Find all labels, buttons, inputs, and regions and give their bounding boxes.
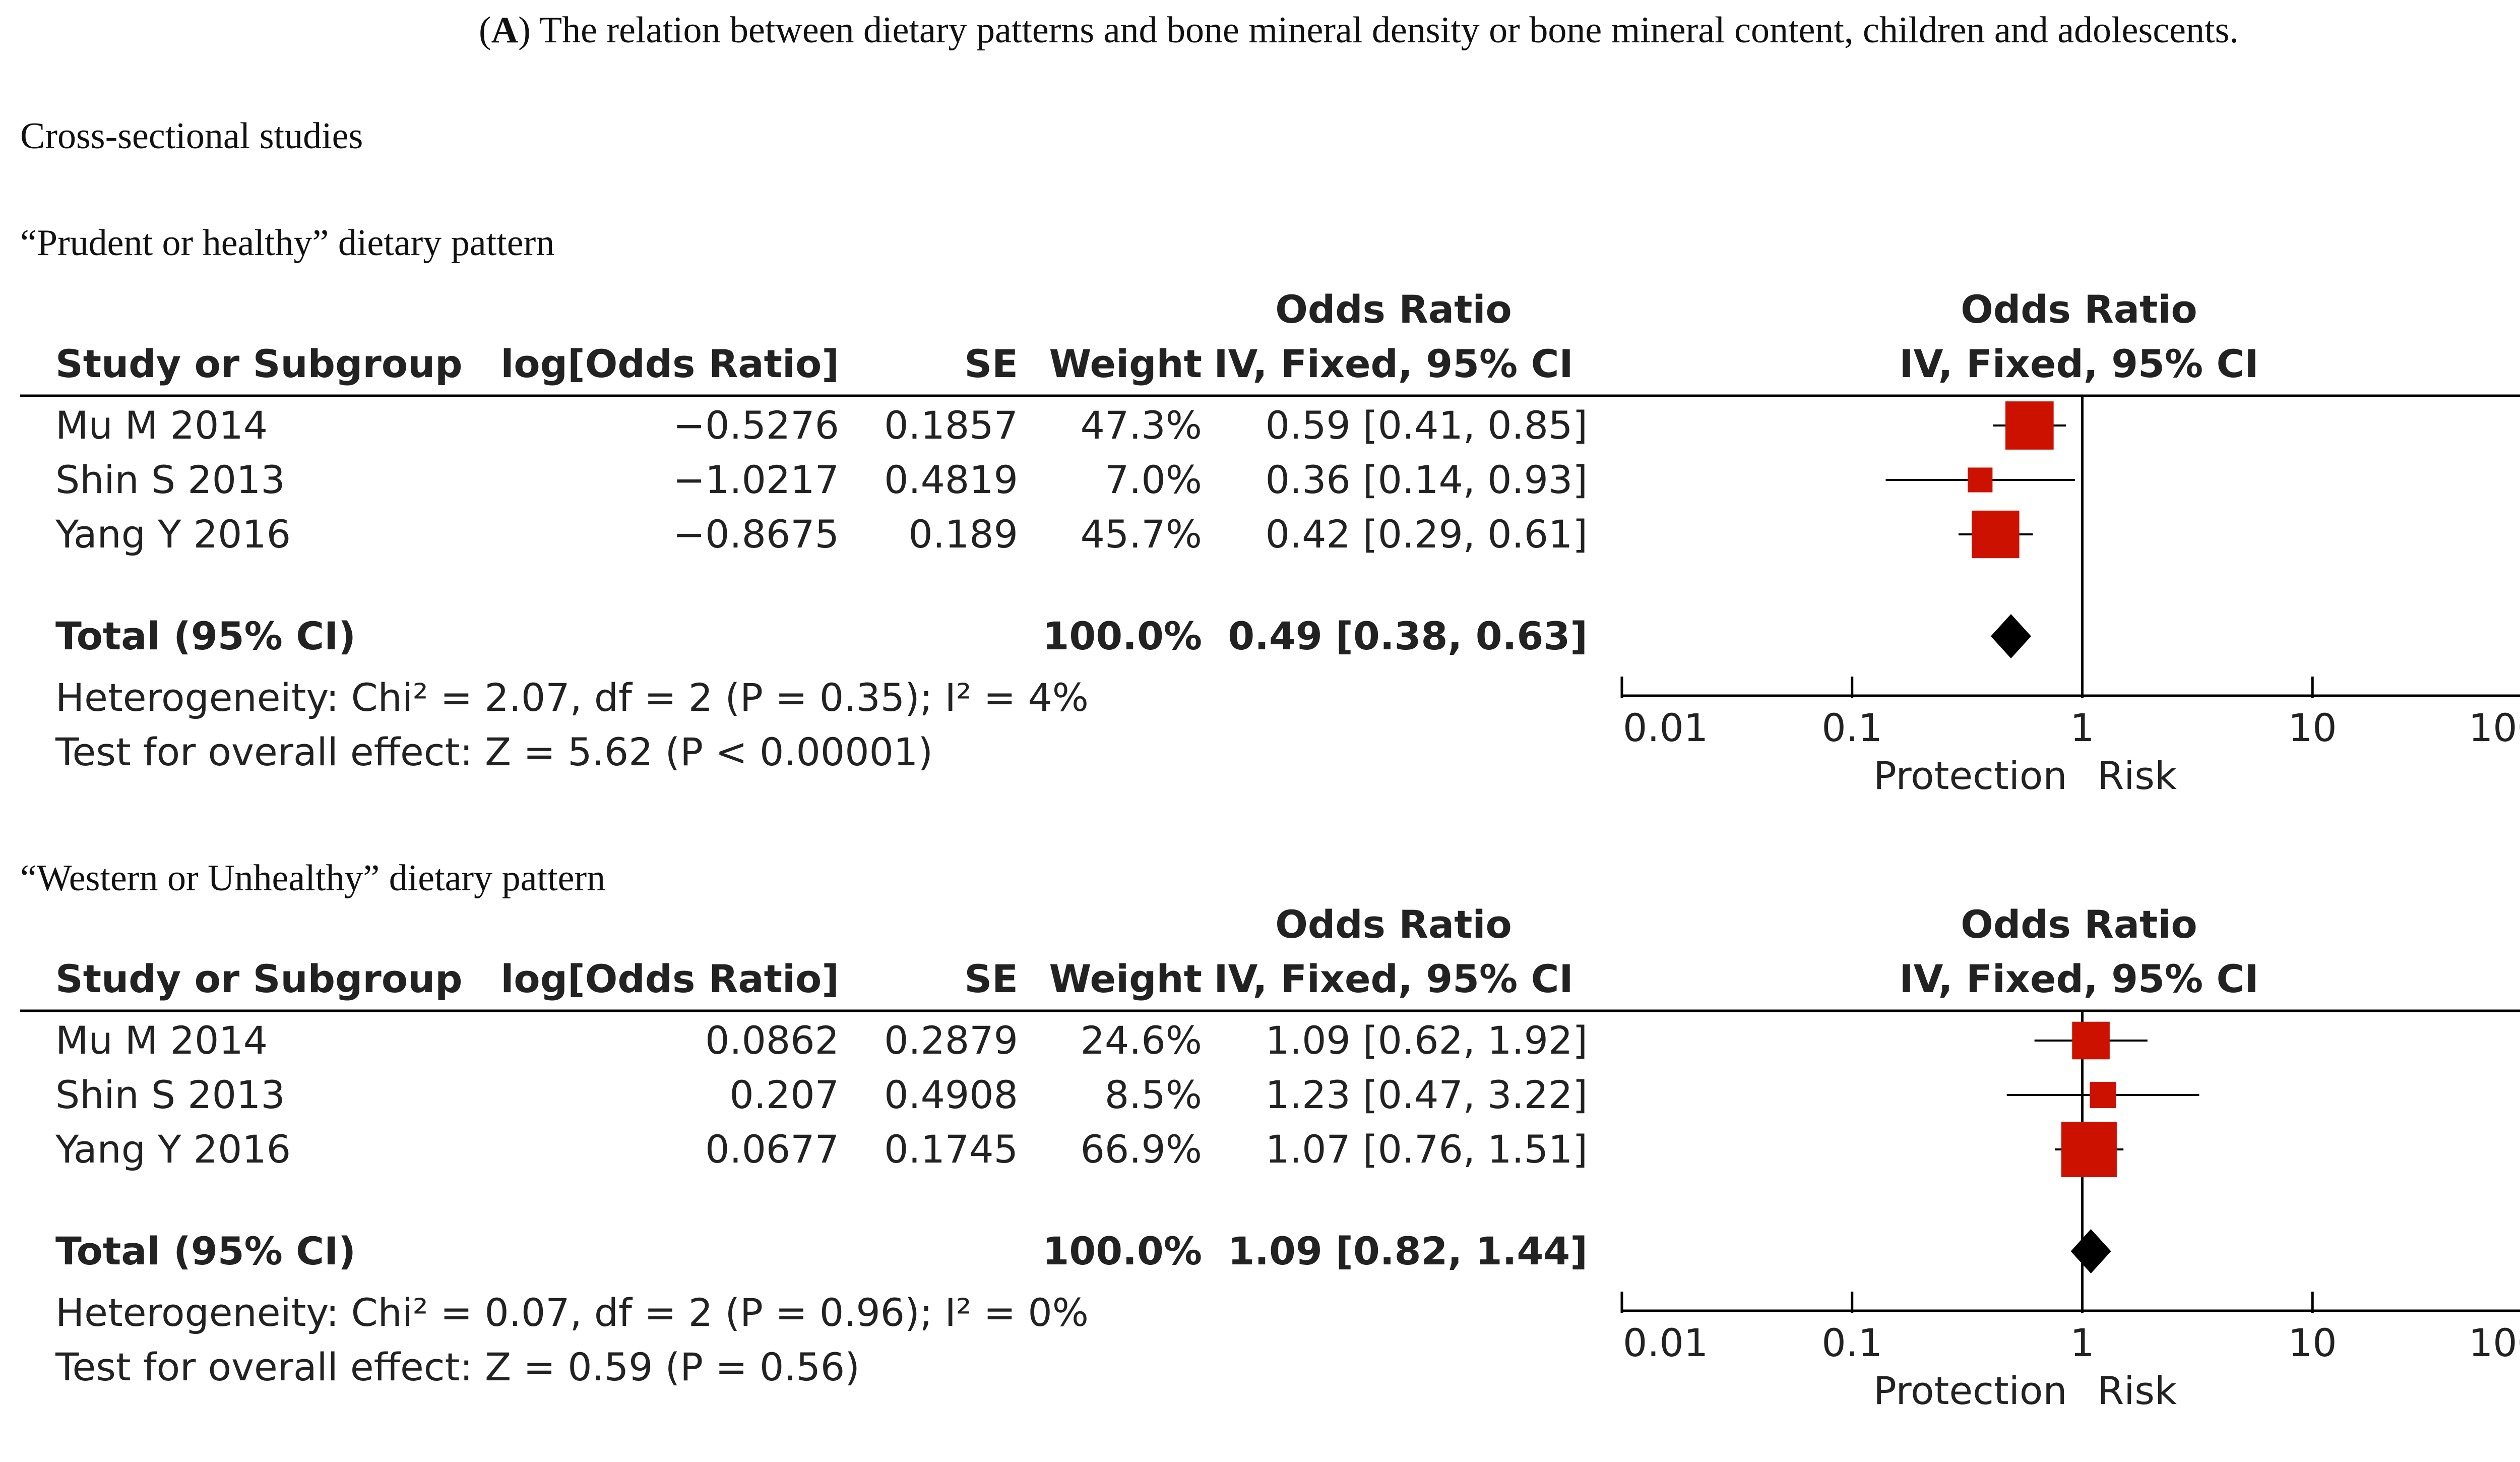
study-marker — [2005, 401, 2054, 450]
study-column-header: Study or Subgroup — [55, 341, 463, 386]
study-se: 0.4819 — [884, 457, 1018, 502]
heterogeneity-text: Heterogeneity: Chi² = 0.07, df = 2 (P = … — [55, 1290, 1089, 1335]
study-marker — [2061, 1122, 2117, 1177]
study-weight: 8.5% — [1105, 1072, 1202, 1117]
study-log-or: −0.8675 — [673, 512, 839, 557]
overall-effect-text: Test for overall effect: Z = 0.59 (P = 0… — [55, 1345, 860, 1389]
study-name: Yang Y 2016 — [55, 1127, 291, 1172]
study-log-or: −0.5276 — [673, 403, 839, 448]
study-weight: 45.7% — [1081, 512, 1202, 557]
total-weight: 100.0% — [1042, 614, 1202, 658]
plot-column-title: Odds Ratio — [1961, 287, 2197, 332]
total-ci: 1.09 [0.82, 1.44] — [1228, 1229, 1588, 1273]
total-weight: 100.0% — [1042, 1229, 1202, 1273]
weight-column-header: Weight — [1049, 956, 1202, 1001]
x-tick-label: 10 — [2288, 705, 2337, 750]
x-tick-label: 1 — [2070, 705, 2094, 750]
study-type-label: Cross-sectional studies — [20, 115, 363, 157]
study-ci: 0.59 [0.41, 0.85] — [1266, 403, 1588, 448]
study-ci: 0.36 [0.14, 0.93] — [1266, 457, 1588, 502]
or-column-title: Odds Ratio — [1275, 287, 1512, 332]
panel-a-title: “Prudent or healthy” dietary pattern — [20, 222, 555, 264]
forest-plot-prudent: Odds Ratio Odds Ratio Study or Subgroup log… — [0, 287, 2520, 847]
study-name: Mu M 2014 — [55, 403, 268, 448]
or-column-title: Odds Ratio — [1275, 902, 1512, 947]
study-log-or: 0.0862 — [705, 1018, 839, 1063]
x-tick-label: 0.01 — [1623, 1320, 1708, 1365]
x-tick-label: 100 — [2469, 705, 2520, 750]
total-ci: 0.49 [0.38, 0.63] — [1228, 614, 1588, 658]
plot-column-title: Odds Ratio — [1961, 902, 2197, 947]
study-marker — [2072, 1021, 2110, 1060]
panel-b-title: “Western or Unhealthy” dietary pattern — [20, 858, 606, 899]
caption-label: A — [491, 10, 519, 51]
study-name: Yang Y 2016 — [55, 512, 291, 557]
study-ci: 1.09 [0.62, 1.92] — [1266, 1018, 1588, 1063]
x-label-risk: Risk — [2098, 753, 2177, 798]
x-tick-label: 0.1 — [1821, 1320, 1882, 1365]
study-log-or: 0.0677 — [705, 1127, 839, 1172]
study-marker — [1972, 510, 2020, 559]
log-or-column-header: log[Odds Ratio] — [500, 341, 839, 386]
se-column-header: SE — [964, 956, 1018, 1001]
study-name: Shin S 2013 — [55, 1072, 285, 1117]
study-weight: 47.3% — [1081, 403, 1202, 448]
plot-method-header: IV, Fixed, 95% CI — [1899, 341, 2258, 386]
study-name: Mu M 2014 — [55, 1018, 268, 1063]
overall-effect-text: Test for overall effect: Z = 5.62 (P < 0… — [55, 729, 933, 774]
study-se: 0.189 — [908, 512, 1018, 557]
study-ci: 1.23 [0.47, 3.22] — [1266, 1072, 1588, 1117]
x-tick-label: 1 — [2070, 1320, 2094, 1365]
figure-caption: (A) The relation between dietary pattern… — [479, 10, 2239, 51]
study-weight: 7.0% — [1105, 457, 1202, 502]
total-label: Total (95% CI) — [55, 1229, 356, 1273]
x-label-protection: Protection — [1873, 1368, 2067, 1413]
study-marker — [2090, 1081, 2116, 1109]
study-log-or: 0.207 — [729, 1072, 839, 1117]
or-method-header: IV, Fixed, 95% CI — [1214, 956, 1573, 1001]
study-log-or: −1.0217 — [673, 457, 839, 502]
study-ci: 0.42 [0.29, 0.61] — [1266, 512, 1588, 557]
total-diamond — [2070, 1229, 2111, 1273]
x-label-protection: Protection — [1873, 753, 2067, 798]
study-column-header: Study or Subgroup — [55, 956, 463, 1001]
se-column-header: SE — [964, 341, 1018, 386]
plot-method-header: IV, Fixed, 95% CI — [1899, 956, 2258, 1001]
study-marker — [1968, 467, 1993, 493]
study-se: 0.4908 — [884, 1072, 1018, 1117]
study-se: 0.2879 — [884, 1018, 1018, 1063]
or-method-header: IV, Fixed, 95% CI — [1214, 341, 1573, 386]
study-weight: 24.6% — [1081, 1018, 1202, 1063]
caption-text: The relation between dietary patterns an… — [539, 10, 2239, 51]
study-ci: 1.07 [0.76, 1.51] — [1266, 1127, 1588, 1172]
study-se: 0.1745 — [884, 1127, 1018, 1172]
x-tick-label: 10 — [2288, 1320, 2337, 1365]
weight-column-header: Weight — [1049, 341, 1202, 386]
heterogeneity-text: Heterogeneity: Chi² = 2.07, df = 2 (P = … — [55, 675, 1089, 720]
study-name: Shin S 2013 — [55, 457, 285, 502]
study-se: 0.1857 — [884, 403, 1018, 448]
total-diamond — [1990, 614, 2031, 658]
log-or-column-header: log[Odds Ratio] — [500, 956, 839, 1001]
forest-plot-svg-western: Odds Ratio Odds Ratio Study or Subgroup log… — [20, 902, 2520, 1413]
x-tick-label: 0.01 — [1623, 705, 1708, 750]
forest-plot-svg-prudent: Odds Ratio Odds Ratio Study or Subgroup log… — [20, 287, 2520, 798]
forest-plot-western: Odds Ratio Odds Ratio Study or Subgroup log… — [0, 902, 2520, 1462]
x-label-risk: Risk — [2098, 1368, 2177, 1413]
x-tick-label: 0.1 — [1821, 705, 1882, 750]
x-tick-label: 100 — [2469, 1320, 2520, 1365]
total-label: Total (95% CI) — [55, 614, 356, 658]
study-weight: 66.9% — [1081, 1127, 1202, 1172]
